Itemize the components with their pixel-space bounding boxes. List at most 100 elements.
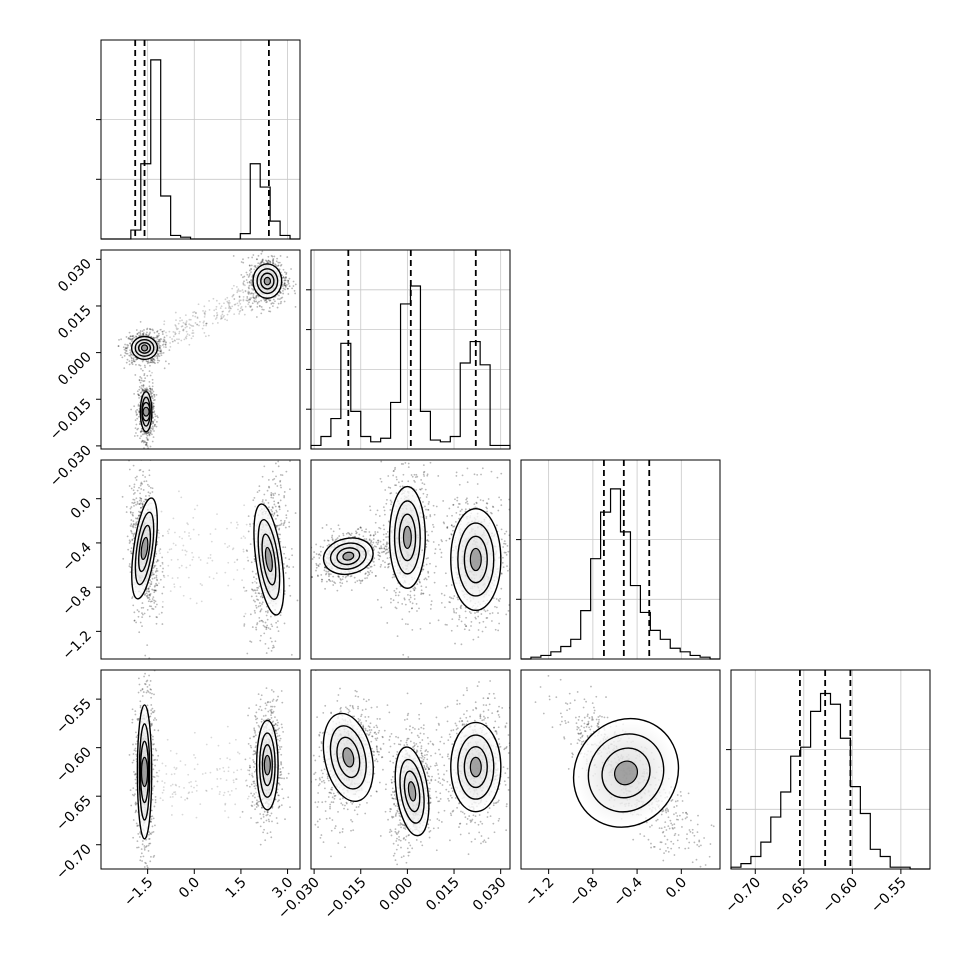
sample-point: [254, 589, 257, 592]
sample-point: [194, 322, 197, 324]
sample-point: [368, 531, 371, 533]
sample-point: [151, 598, 154, 600]
sample-point: [153, 425, 156, 428]
sample-point: [382, 506, 385, 509]
sample-point: [222, 310, 225, 313]
sample-point: [140, 429, 143, 432]
sample-point: [131, 337, 134, 340]
sample-point: [390, 492, 393, 494]
sample-point: [243, 280, 245, 283]
sample-point: [134, 526, 137, 529]
sample-point: [145, 594, 148, 597]
sample-point: [384, 489, 387, 491]
sample-point: [203, 331, 206, 334]
sample-point: [151, 425, 154, 428]
sample-point: [413, 589, 416, 591]
sample-point: [149, 594, 151, 597]
sample-point: [244, 537, 247, 539]
sample-point: [153, 589, 156, 592]
sample-point: [227, 561, 230, 564]
sample-point: [246, 273, 249, 276]
sample-point: [268, 486, 271, 489]
sample-point: [162, 586, 165, 588]
sample-point: [150, 581, 153, 583]
sample-point: [141, 389, 144, 391]
sample-point: [154, 336, 156, 339]
sample-point: [272, 494, 275, 497]
sample-point: [274, 462, 277, 465]
sample-point: [256, 623, 258, 626]
sample-point: [152, 436, 155, 438]
sample-point: [221, 317, 223, 320]
sample-point: [144, 654, 147, 657]
sample-point: [323, 569, 326, 572]
sample-point: [254, 298, 257, 300]
sample-point: [256, 589, 259, 592]
sample-point: [263, 299, 266, 302]
sample-point: [274, 640, 277, 643]
sample-point: [198, 556, 200, 559]
sample-point: [227, 307, 230, 309]
sample-point: [250, 641, 253, 643]
sample-point: [427, 503, 430, 505]
sample-point: [360, 527, 362, 529]
sample-point: [383, 547, 386, 549]
sample-point: [369, 565, 372, 568]
sample-point: [145, 498, 147, 501]
histogram-panel-0: [96, 39, 301, 240]
sample-point: [311, 576, 314, 579]
sample-point: [331, 538, 334, 540]
sample-point: [422, 592, 425, 595]
sample-point: [148, 433, 151, 436]
sample-point: [228, 310, 230, 313]
sample-point: [284, 557, 287, 559]
sample-point: [318, 557, 321, 559]
sample-point: [250, 282, 253, 285]
sample-point: [153, 331, 156, 334]
sample-point: [270, 254, 273, 257]
sample-point: [317, 553, 320, 556]
sample-point: [153, 358, 156, 361]
sample-point: [275, 509, 278, 512]
sample-point: [402, 653, 405, 656]
sample-point: [161, 570, 164, 573]
sample-point: [279, 533, 282, 536]
sample-point: [213, 309, 216, 312]
sample-point: [237, 304, 240, 307]
sample-point: [394, 484, 396, 487]
sample-point: [226, 300, 229, 303]
sample-point: [158, 532, 161, 535]
sample-point: [191, 558, 194, 561]
sample-point: [156, 560, 159, 562]
sample-point: [251, 581, 254, 584]
sample-point: [197, 533, 200, 536]
sample-point: [161, 561, 164, 564]
sample-point: [283, 284, 286, 286]
sample-point: [188, 334, 191, 337]
sample-point: [340, 579, 342, 581]
contour-core: [342, 551, 355, 561]
sample-point: [209, 554, 212, 556]
sample-point: [157, 559, 160, 562]
sample-point: [192, 332, 195, 334]
sample-point: [331, 580, 334, 583]
sample-point: [232, 547, 235, 550]
sample-point: [186, 522, 189, 525]
sample-point: [336, 589, 339, 592]
sample-point: [277, 302, 280, 305]
sample-point: [272, 478, 274, 481]
sample-point: [161, 606, 164, 608]
sample-point: [131, 363, 134, 366]
sample-point: [279, 499, 282, 502]
sample-point: [185, 566, 188, 569]
sample-point: [126, 346, 129, 349]
sample-point: [162, 340, 165, 343]
sample-point: [157, 347, 160, 349]
sample-point: [292, 280, 295, 283]
sample-point: [157, 332, 160, 335]
sample-point: [151, 361, 154, 364]
sample-point: [138, 469, 141, 472]
sample-point: [132, 523, 135, 526]
sample-point: [372, 560, 375, 563]
sample-point: [148, 333, 150, 336]
